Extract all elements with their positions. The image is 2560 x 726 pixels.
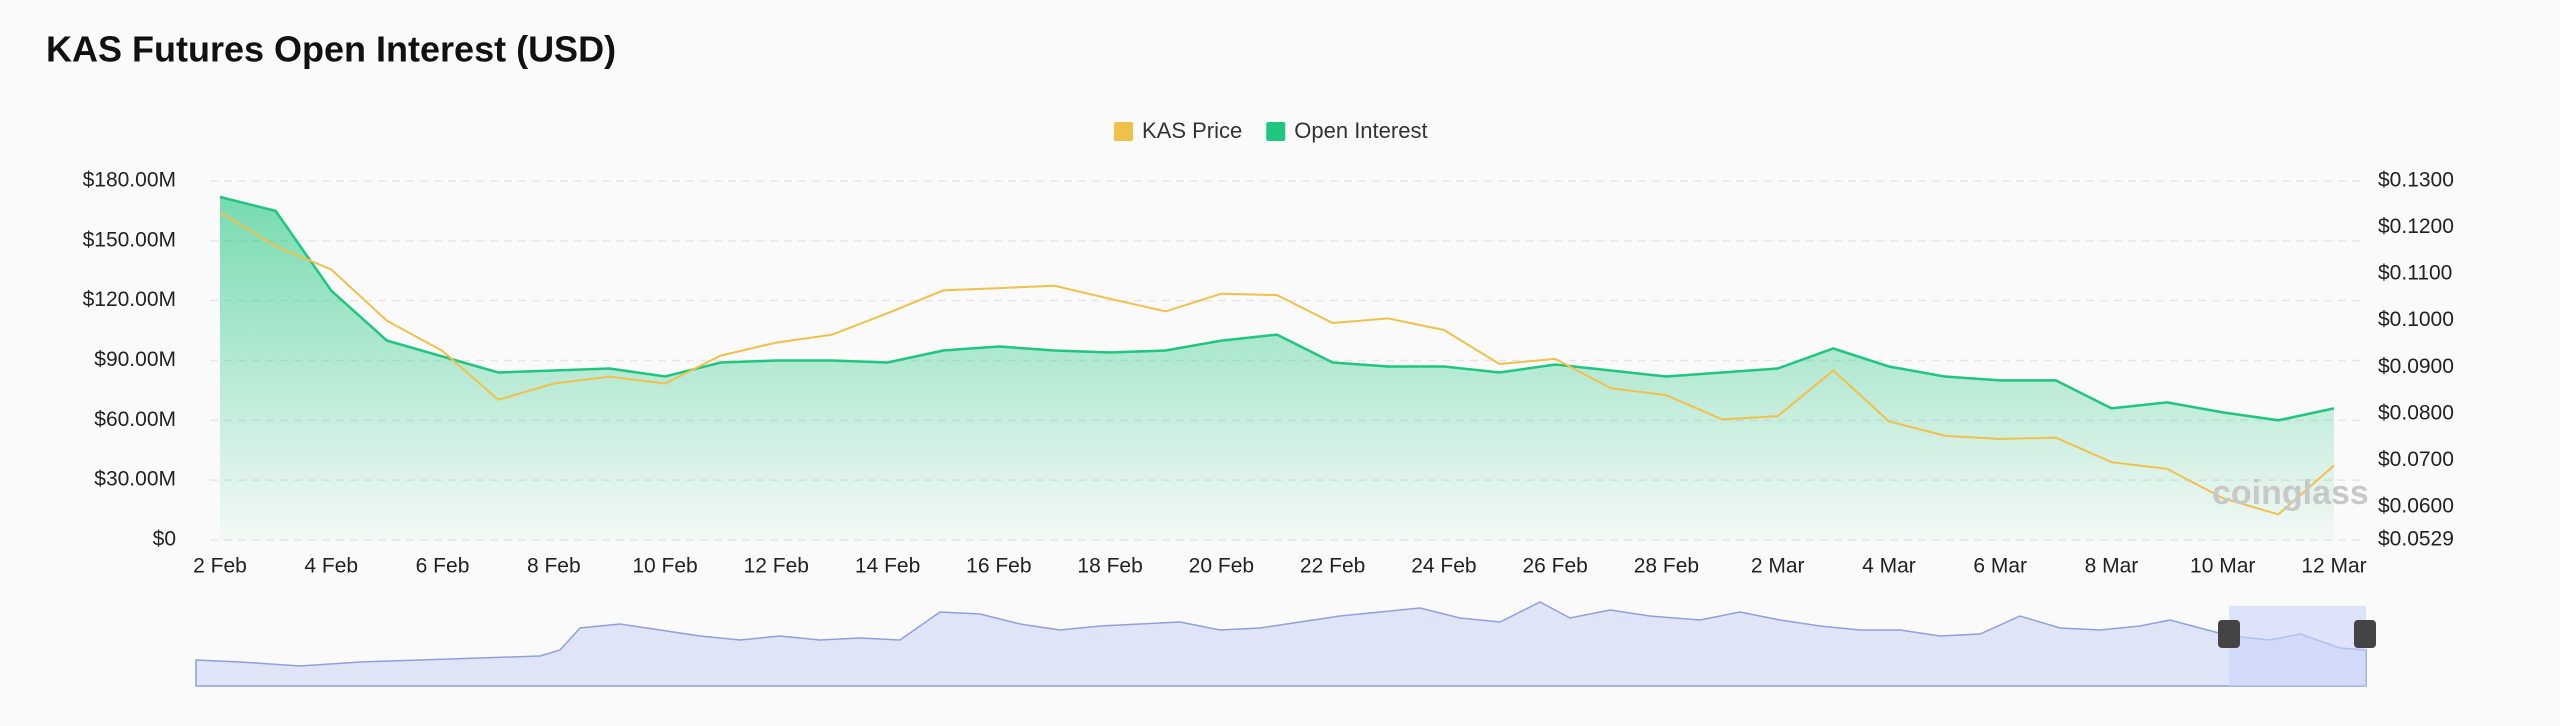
y-tick-label: $30.00M xyxy=(94,468,176,491)
x-tick-label: 16 Feb xyxy=(966,555,1031,578)
y-tick-label: $90.00M xyxy=(94,348,176,371)
navigator-handle[interactable] xyxy=(2218,620,2240,648)
navigator-selection[interactable] xyxy=(2229,606,2366,686)
y2-tick-label: $0.1200 xyxy=(2378,215,2454,238)
x-tick-label: 20 Feb xyxy=(1189,555,1254,578)
y-tick-label: $0 xyxy=(153,528,176,551)
y2-tick-label: $0.1000 xyxy=(2378,308,2454,331)
line xyxy=(219,195,2335,422)
navigator xyxy=(195,601,2376,687)
y2-tick-label: $0.0800 xyxy=(2378,401,2454,424)
chart-title: KAS Futures Open Interest (USD) xyxy=(46,29,616,70)
x-tick-label: 10 Feb xyxy=(632,555,697,578)
y2-tick-label: $0.0900 xyxy=(2378,355,2454,378)
navigator-handle[interactable] xyxy=(2354,620,2376,648)
y-tick-label: $60.00M xyxy=(94,408,176,431)
x-tick-label: 2 Mar xyxy=(1751,555,1805,578)
x-tick-label: 28 Feb xyxy=(1634,555,1699,578)
x-tick-label: 22 Feb xyxy=(1300,555,1365,578)
legend: KAS Price Open Interest xyxy=(1114,118,1428,143)
y-tick-label: $150.00M xyxy=(83,228,176,251)
legend-label: Open Interest xyxy=(1294,118,1427,143)
x-tick-label: 24 Feb xyxy=(1411,555,1476,578)
x-tick-label: 6 Mar xyxy=(1973,555,2027,578)
legend-label: KAS Price xyxy=(1142,118,1242,143)
navigator-area xyxy=(195,601,2367,687)
y2-tick-label: $0.0529 xyxy=(2378,528,2454,551)
y2-tick-label: $0.1100 xyxy=(2378,262,2452,285)
x-tick-label: 26 Feb xyxy=(1522,555,1587,578)
x-tick-label: 6 Feb xyxy=(416,555,470,578)
y2-tick-label: $0.1300 xyxy=(2378,169,2454,192)
x-tick-label: 14 Feb xyxy=(855,555,920,578)
legend-swatch xyxy=(1266,122,1286,141)
line xyxy=(219,211,2335,516)
x-tick-label: 18 Feb xyxy=(1077,555,1142,578)
legend-swatch xyxy=(1114,122,1133,141)
x-tick-label: 8 Mar xyxy=(2085,555,2139,578)
y2-tick-label: $0.0700 xyxy=(2378,448,2454,471)
x-tick-label: 12 Feb xyxy=(744,555,809,578)
area xyxy=(220,197,2334,540)
plot: $0 $30.00M $60.00M $90.00M $120.00M $150.00M $… xyxy=(83,169,2454,578)
x-tick-label: 2 Feb xyxy=(193,555,247,578)
x-tick-label: 4 Mar xyxy=(1862,555,1916,578)
y2-tick-label: $0.0600 xyxy=(2378,494,2454,517)
x-tick-label: 12 Mar xyxy=(2301,555,2366,578)
watermark: coinglass xyxy=(2212,474,2369,512)
y-tick-label: $180.00M xyxy=(83,169,176,192)
x-tick-label: 10 Mar xyxy=(2190,555,2255,578)
y-tick-label: $120.00M xyxy=(83,288,176,311)
x-tick-label: 4 Feb xyxy=(304,555,358,578)
x-tick-label: 8 Feb xyxy=(527,555,581,578)
